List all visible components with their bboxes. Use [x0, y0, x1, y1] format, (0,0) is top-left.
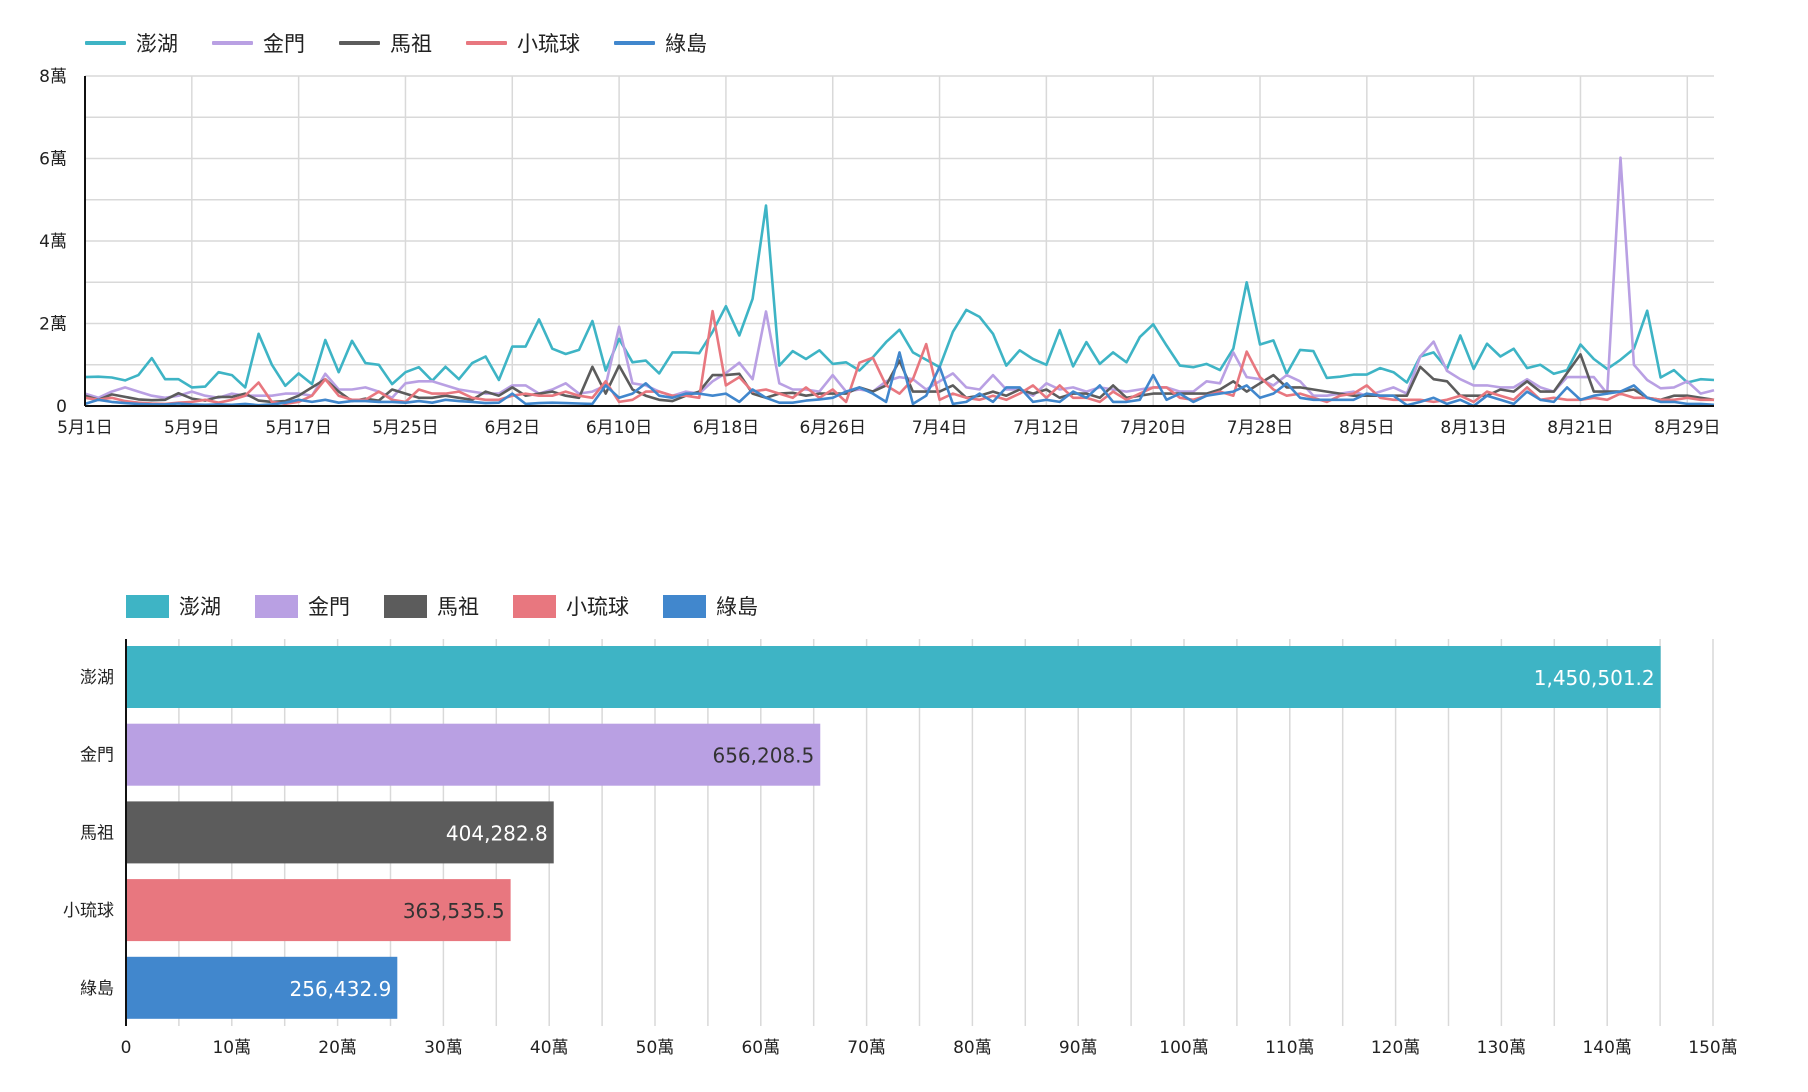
legend-item[interactable]: 馬祖: [384, 591, 479, 621]
x-tick-label: 0: [121, 1038, 132, 1058]
x-tick-label: 70萬: [847, 1038, 886, 1058]
legend-label: 綠島: [716, 595, 758, 619]
x-tick-label: 90萬: [1059, 1038, 1098, 1058]
bar-2: [126, 801, 554, 864]
line-chart-legend: 澎湖 金門 馬祖 小琉球 綠島: [85, 28, 741, 58]
legend-line-swatch: [614, 41, 655, 45]
legend-label: 澎湖: [179, 595, 221, 619]
legend-color-swatch: [513, 594, 556, 618]
x-tick-label: 7月28日: [1227, 418, 1293, 438]
x-tick-label: 20萬: [318, 1038, 357, 1058]
legend-item[interactable]: 小琉球: [513, 591, 629, 621]
x-tick-label: 8月29日: [1654, 418, 1720, 438]
x-tick-label: 8月5日: [1339, 418, 1395, 438]
legend-label: 綠島: [665, 32, 707, 56]
legend-line-swatch: [85, 41, 126, 45]
x-tick-label: 8月13日: [1440, 418, 1506, 438]
x-tick-label: 7月4日: [912, 418, 968, 438]
legend-label: 金門: [263, 32, 305, 56]
legend-line-swatch: [212, 41, 253, 45]
x-tick-label: 7月20日: [1120, 418, 1186, 438]
category-label: 小琉球: [63, 901, 114, 921]
bar-value-label: 404,282.8: [446, 821, 548, 845]
series-line-4: [84, 351, 1715, 408]
bar-1: [126, 723, 821, 786]
x-tick-label: 7月12日: [1013, 418, 1079, 438]
x-tick-label: 30萬: [424, 1038, 463, 1058]
legend-item[interactable]: 澎湖: [126, 591, 221, 621]
bar-value-label: 363,535.5: [403, 899, 505, 923]
x-tick-label: 110萬: [1265, 1038, 1314, 1058]
x-tick-label: 130萬: [1477, 1038, 1526, 1058]
x-tick-label: 10萬: [212, 1038, 251, 1058]
legend-item[interactable]: 小琉球: [466, 28, 580, 58]
y-tick-label: 4萬: [39, 232, 67, 252]
x-tick-label: 6月2日: [484, 418, 540, 438]
legend-line-swatch: [339, 41, 380, 45]
category-label: 綠島: [80, 979, 114, 999]
x-tick-label: 120萬: [1371, 1038, 1420, 1058]
x-tick-label: 6月26日: [800, 418, 866, 438]
bar-chart-legend: 澎湖 金門 馬祖 小琉球 綠島: [126, 591, 792, 621]
legend-label: 澎湖: [136, 32, 178, 56]
legend-label: 馬祖: [390, 32, 432, 56]
bar-4: [126, 956, 398, 1019]
x-tick-label: 40萬: [530, 1038, 569, 1058]
y-tick-label: 0: [56, 397, 67, 417]
bar-0: [126, 646, 1661, 708]
legend-color-swatch: [255, 594, 298, 618]
x-tick-label: 150萬: [1688, 1038, 1737, 1058]
legend-label: 金門: [308, 595, 350, 619]
x-tick-label: 5月1日: [57, 418, 113, 438]
bar-3: [126, 879, 511, 942]
x-tick-label: 6月18日: [693, 418, 759, 438]
category-label: 金門: [80, 746, 114, 766]
series-line-1: [84, 156, 1715, 400]
legend-item[interactable]: 綠島: [614, 28, 707, 58]
legend-item[interactable]: 金門: [212, 28, 305, 58]
x-tick-label: 5月9日: [164, 418, 220, 438]
category-label: 馬祖: [80, 823, 114, 843]
x-tick-label: 80萬: [953, 1038, 992, 1058]
legend-color-swatch: [663, 594, 706, 618]
legend-color-swatch: [126, 594, 169, 618]
bar-value-label: 1,450,501.2: [1534, 666, 1655, 690]
bar-value-label: 656,208.5: [712, 744, 814, 768]
x-tick-label: 60萬: [741, 1038, 780, 1058]
legend-label: 小琉球: [566, 595, 629, 619]
legend-label: 小琉球: [517, 32, 580, 56]
legend-line-swatch: [466, 41, 507, 45]
legend-color-swatch: [384, 594, 427, 618]
x-tick-label: 5月25日: [372, 418, 438, 438]
x-tick-label: 6月10日: [586, 418, 652, 438]
legend-item[interactable]: 澎湖: [85, 28, 178, 58]
x-tick-label: 100萬: [1159, 1038, 1208, 1058]
legend-item[interactable]: 馬祖: [339, 28, 432, 58]
y-tick-label: 8萬: [39, 67, 67, 87]
bar-value-label: 256,432.9: [290, 977, 392, 1001]
legend-item[interactable]: 綠島: [663, 591, 758, 621]
y-tick-label: 6萬: [39, 150, 67, 170]
legend-item[interactable]: 金門: [255, 591, 350, 621]
y-tick-label: 2萬: [39, 315, 67, 335]
x-tick-label: 5月17日: [265, 418, 331, 438]
category-label: 澎湖: [80, 668, 114, 688]
x-tick-label: 50萬: [636, 1038, 675, 1058]
x-tick-label: 140萬: [1582, 1038, 1631, 1058]
x-tick-label: 8月21日: [1547, 418, 1613, 438]
legend-label: 馬祖: [437, 595, 479, 619]
